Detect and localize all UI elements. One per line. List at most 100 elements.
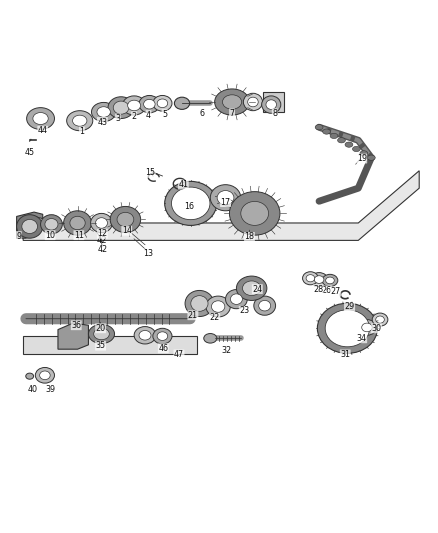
Ellipse shape — [204, 334, 217, 343]
Text: 10: 10 — [45, 231, 55, 240]
Ellipse shape — [117, 212, 134, 227]
Text: 14: 14 — [122, 227, 132, 235]
Ellipse shape — [185, 290, 214, 317]
Ellipse shape — [45, 219, 58, 230]
Text: 8: 8 — [272, 109, 277, 118]
Text: 24: 24 — [252, 285, 262, 294]
Ellipse shape — [153, 95, 172, 111]
Text: 2: 2 — [131, 112, 137, 121]
Ellipse shape — [174, 97, 190, 109]
Ellipse shape — [97, 107, 110, 117]
Text: 1: 1 — [79, 127, 85, 136]
Text: 5: 5 — [162, 110, 167, 119]
Text: 15: 15 — [145, 168, 155, 177]
Ellipse shape — [318, 303, 378, 353]
Ellipse shape — [139, 95, 160, 113]
Ellipse shape — [353, 147, 360, 151]
Ellipse shape — [360, 151, 368, 156]
Ellipse shape — [345, 142, 353, 147]
Text: 41: 41 — [178, 180, 188, 189]
Text: 36: 36 — [71, 321, 81, 330]
Ellipse shape — [171, 187, 210, 220]
Text: 31: 31 — [340, 350, 350, 359]
Ellipse shape — [314, 276, 324, 284]
Ellipse shape — [127, 100, 141, 111]
Ellipse shape — [33, 112, 48, 125]
Ellipse shape — [326, 277, 334, 284]
Text: 3: 3 — [116, 114, 120, 123]
Ellipse shape — [376, 316, 384, 323]
Text: 43: 43 — [97, 117, 107, 126]
Ellipse shape — [223, 95, 242, 109]
Text: 42: 42 — [96, 236, 107, 245]
Ellipse shape — [17, 215, 43, 238]
Ellipse shape — [315, 125, 323, 130]
Text: 40: 40 — [28, 385, 38, 394]
Polygon shape — [23, 171, 419, 240]
Text: 12: 12 — [97, 229, 107, 238]
Text: 23: 23 — [239, 306, 249, 316]
FancyArrowPatch shape — [178, 317, 186, 321]
Text: 35: 35 — [95, 341, 106, 350]
Text: 34: 34 — [357, 334, 367, 343]
Ellipse shape — [206, 296, 230, 317]
Text: 30: 30 — [371, 324, 381, 333]
Ellipse shape — [40, 371, 50, 379]
Ellipse shape — [254, 296, 276, 315]
Polygon shape — [58, 323, 88, 349]
Ellipse shape — [88, 325, 115, 344]
Text: 9: 9 — [16, 231, 21, 240]
Text: 18: 18 — [244, 232, 254, 241]
Ellipse shape — [322, 274, 338, 287]
Ellipse shape — [22, 220, 38, 233]
Ellipse shape — [27, 108, 54, 130]
Ellipse shape — [230, 294, 242, 304]
Ellipse shape — [266, 100, 276, 109]
Text: 16: 16 — [184, 202, 194, 211]
Ellipse shape — [212, 301, 225, 312]
Ellipse shape — [325, 310, 370, 347]
Text: 46: 46 — [158, 344, 168, 353]
Text: 20: 20 — [95, 324, 106, 333]
Ellipse shape — [226, 289, 247, 309]
Text: 11: 11 — [74, 231, 84, 240]
Ellipse shape — [157, 99, 168, 108]
Text: 26: 26 — [322, 286, 332, 295]
Ellipse shape — [243, 281, 261, 296]
Ellipse shape — [94, 328, 110, 340]
Text: 39: 39 — [45, 385, 55, 394]
Text: 13: 13 — [144, 249, 153, 258]
Ellipse shape — [122, 96, 146, 115]
Text: 28: 28 — [313, 285, 323, 294]
Polygon shape — [23, 336, 197, 353]
Ellipse shape — [330, 133, 338, 139]
Ellipse shape — [73, 115, 87, 126]
Ellipse shape — [237, 276, 267, 301]
Text: 17: 17 — [220, 198, 230, 207]
Text: 32: 32 — [222, 345, 232, 354]
Text: 29: 29 — [344, 302, 355, 311]
Ellipse shape — [372, 313, 388, 326]
Ellipse shape — [92, 102, 116, 122]
Text: 44: 44 — [38, 126, 48, 135]
Ellipse shape — [70, 216, 85, 230]
Ellipse shape — [210, 184, 241, 211]
Ellipse shape — [165, 181, 217, 225]
Ellipse shape — [134, 327, 156, 344]
Ellipse shape — [323, 129, 331, 134]
Ellipse shape — [215, 89, 250, 115]
Ellipse shape — [247, 97, 258, 107]
Polygon shape — [262, 92, 284, 112]
Ellipse shape — [362, 323, 372, 332]
Ellipse shape — [108, 97, 134, 118]
Ellipse shape — [191, 296, 208, 311]
Ellipse shape — [244, 93, 262, 111]
Ellipse shape — [306, 274, 315, 282]
Ellipse shape — [26, 373, 34, 379]
Ellipse shape — [259, 301, 271, 311]
Text: 22: 22 — [209, 313, 220, 322]
Ellipse shape — [157, 332, 168, 341]
Text: 47: 47 — [174, 350, 184, 359]
Ellipse shape — [144, 99, 155, 109]
Text: 42: 42 — [97, 246, 107, 254]
